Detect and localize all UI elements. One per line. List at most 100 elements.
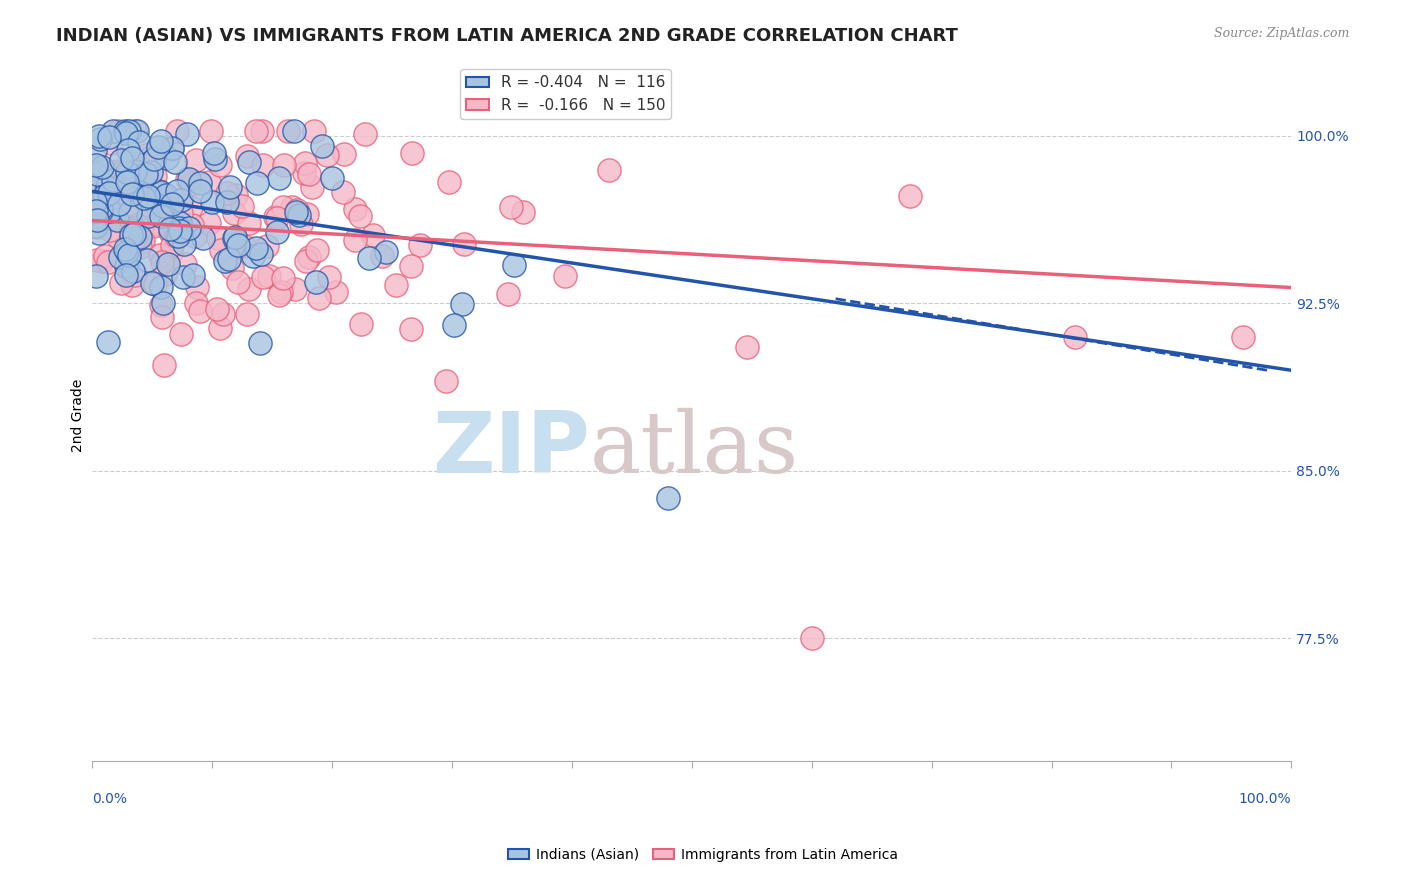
Point	[136, 189, 159, 203]
Point	[212, 307, 235, 321]
Point	[181, 219, 204, 233]
Point	[135, 252, 157, 267]
Point	[107, 124, 129, 138]
Point	[83, 143, 105, 157]
Point	[94, 249, 117, 263]
Point	[141, 277, 163, 291]
Point	[128, 135, 150, 149]
Point	[218, 252, 240, 267]
Point	[143, 277, 166, 291]
Point	[214, 253, 236, 268]
Point	[125, 207, 148, 221]
Point	[125, 124, 148, 138]
Point	[170, 327, 193, 342]
Point	[308, 291, 330, 305]
Point	[443, 318, 465, 332]
Point	[231, 199, 253, 213]
Point	[93, 189, 115, 203]
Point	[271, 271, 294, 285]
Point	[1064, 330, 1087, 344]
Point	[139, 152, 162, 166]
Text: atlas: atlas	[591, 408, 799, 491]
Point	[198, 216, 221, 230]
Point	[554, 268, 576, 283]
Point	[150, 280, 173, 294]
Point	[136, 209, 159, 223]
Point	[294, 254, 316, 268]
Point	[188, 185, 211, 199]
Point	[498, 287, 520, 301]
Point	[93, 162, 115, 177]
Point	[127, 169, 149, 183]
Point	[292, 166, 315, 180]
Point	[502, 259, 524, 273]
Point	[186, 280, 208, 294]
Point	[87, 227, 110, 241]
Point	[176, 127, 198, 141]
Point	[361, 228, 384, 243]
Point	[800, 632, 823, 646]
Point	[238, 216, 260, 230]
Point	[266, 226, 288, 240]
Point	[160, 141, 183, 155]
Point	[156, 152, 179, 166]
Point	[215, 194, 238, 209]
Point	[105, 213, 128, 227]
Point	[112, 246, 135, 260]
Point	[200, 124, 222, 138]
Point	[131, 234, 153, 248]
Point	[290, 218, 312, 232]
Point	[235, 307, 257, 321]
Point	[179, 178, 201, 192]
Point	[174, 257, 197, 271]
Point	[384, 278, 406, 293]
Point	[153, 268, 176, 282]
Point	[170, 193, 193, 207]
Point	[143, 152, 166, 166]
Point	[451, 297, 474, 311]
Point	[177, 171, 200, 186]
Point	[252, 158, 274, 172]
Point	[115, 245, 138, 260]
Text: 0.0%: 0.0%	[93, 792, 127, 806]
Point	[138, 177, 160, 191]
Point	[250, 247, 273, 261]
Point	[159, 221, 181, 235]
Legend: Indians (Asian), Immigrants from Latin America: Indians (Asian), Immigrants from Latin A…	[503, 842, 903, 867]
Point	[184, 229, 207, 244]
Point	[207, 230, 229, 244]
Point	[86, 163, 108, 178]
Point	[294, 156, 316, 170]
Point	[86, 208, 108, 222]
Point	[202, 146, 225, 161]
Point	[160, 238, 183, 252]
Point	[301, 180, 323, 194]
Point	[281, 200, 304, 214]
Point	[166, 229, 188, 244]
Point	[221, 260, 243, 275]
Point	[242, 250, 264, 264]
Point	[90, 160, 112, 174]
Point	[84, 269, 107, 284]
Point	[98, 222, 121, 236]
Point	[118, 248, 141, 262]
Point	[139, 165, 162, 179]
Point	[176, 172, 198, 186]
Point	[252, 270, 274, 285]
Point	[349, 209, 371, 223]
Point	[153, 358, 176, 372]
Point	[409, 238, 432, 252]
Point	[359, 251, 381, 265]
Point	[103, 124, 125, 138]
Point	[122, 169, 145, 183]
Point	[124, 221, 146, 235]
Point	[143, 169, 166, 184]
Point	[86, 219, 108, 234]
Text: Source: ZipAtlas.com: Source: ZipAtlas.com	[1215, 27, 1350, 40]
Point	[343, 202, 366, 216]
Point	[169, 216, 191, 230]
Point	[226, 237, 249, 252]
Point	[150, 310, 173, 324]
Point	[122, 263, 145, 277]
Point	[114, 243, 136, 257]
